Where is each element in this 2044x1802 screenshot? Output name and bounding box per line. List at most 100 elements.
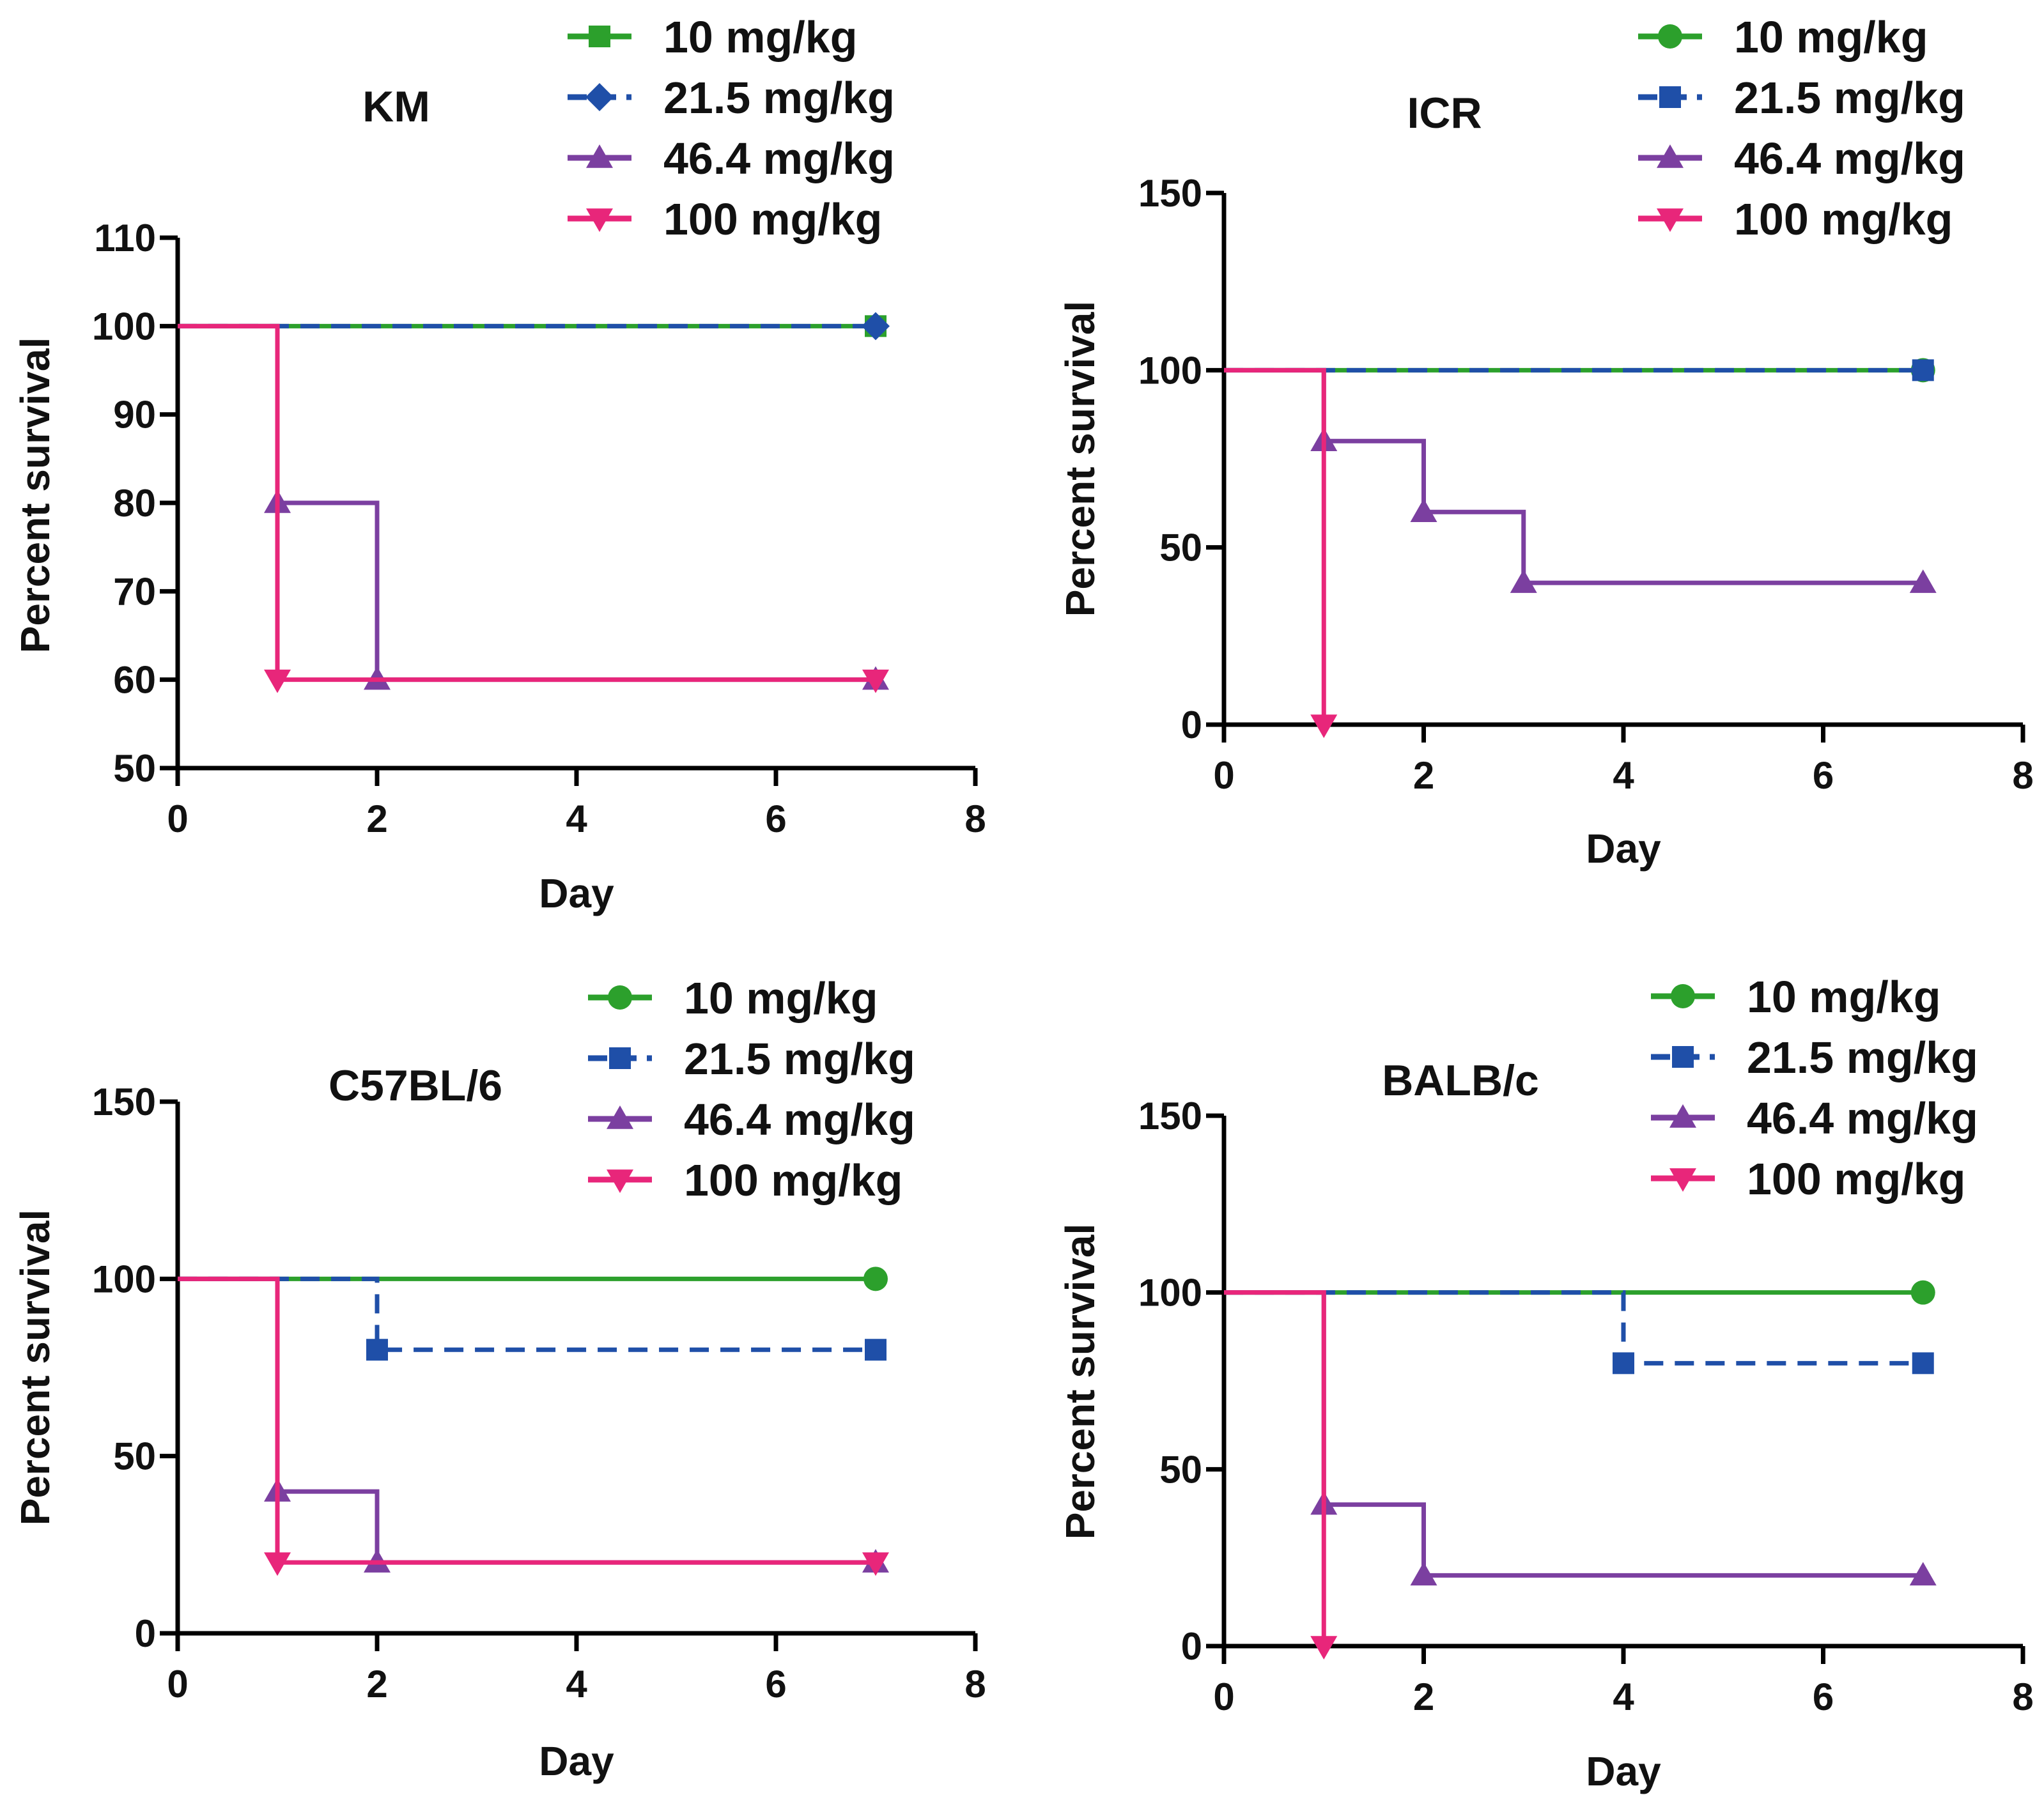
data-point-100-mg-kg bbox=[1310, 1636, 1338, 1660]
legend-marker-10-mg-kg bbox=[608, 985, 632, 1010]
legend: 10 mg/kg 21.5 mg/kg 46.4 mg/kg 100 mg/kg bbox=[588, 973, 915, 1205]
data-point-21-5-mg-kg bbox=[366, 1339, 388, 1361]
legend-label-10-mg-kg: 10 mg/kg bbox=[663, 12, 857, 62]
chart-title: KM bbox=[362, 82, 430, 131]
x-tick-label: 2 bbox=[1413, 754, 1434, 797]
data-point-100-mg-kg bbox=[862, 669, 889, 693]
x-tick-label: 2 bbox=[366, 797, 387, 840]
data-point-100-mg-kg bbox=[264, 1552, 291, 1576]
legend: 10 mg/kg 21.5 mg/kg 46.4 mg/kg 100 mg/kg bbox=[1651, 972, 1978, 1204]
legend-label-100-mg-kg: 100 mg/kg bbox=[684, 1155, 902, 1205]
y-axis-label: Percent survival bbox=[12, 1210, 58, 1526]
x-tick-label: 0 bbox=[167, 797, 188, 840]
data-point-46-4-mg-kg bbox=[1510, 569, 1537, 593]
y-tick-label: 150 bbox=[1138, 172, 1202, 215]
y-tick-label: 150 bbox=[92, 1081, 156, 1123]
series-line-46-4-mg-kg bbox=[1224, 367, 1923, 585]
chart-panel-km: 50 60 70 80 90 100 110 0 2 4 6 8 Day Percent survival… bbox=[12, 12, 986, 916]
legend-label-100-mg-kg: 100 mg/kg bbox=[1747, 1154, 1965, 1204]
legend: 10 mg/kg 21.5 mg/kg 46.4 mg/kg 100 mg/kg bbox=[568, 12, 895, 244]
x-tick-label: 4 bbox=[566, 797, 587, 840]
y-tick-label: 0 bbox=[1181, 704, 1202, 746]
data-point-10-mg-kg bbox=[863, 1267, 888, 1291]
x-axis-label: Day bbox=[1586, 1748, 1661, 1794]
y-tick-label: 100 bbox=[92, 305, 156, 348]
y-tick-label: 70 bbox=[113, 570, 156, 613]
x-tick-label: 6 bbox=[765, 1663, 786, 1706]
series-line-46-4-mg-kg bbox=[1224, 1290, 1923, 1578]
x-tick-label: 0 bbox=[1213, 754, 1234, 797]
x-tick-label: 4 bbox=[1613, 1675, 1634, 1718]
x-tick-label: 4 bbox=[1613, 754, 1634, 797]
x-tick-label: 2 bbox=[1413, 1675, 1434, 1718]
legend-label-46-4-mg-kg: 46.4 mg/kg bbox=[1734, 134, 1965, 183]
chart-panel-balb-c: 0 50 100 150 0 2 4 6 8 Day Percent survival BALB/c 1… bbox=[1057, 972, 2034, 1794]
chart-title: BALB/c bbox=[1382, 1056, 1539, 1105]
legend-marker-100-mg-kg bbox=[1657, 208, 1684, 232]
x-tick-label: 8 bbox=[964, 797, 986, 840]
data-point-21-5-mg-kg bbox=[1912, 1352, 1934, 1375]
series-line-21-5-mg-kg bbox=[178, 1276, 876, 1352]
legend-marker-21-5-mg-kg bbox=[585, 83, 614, 111]
data-point-100-mg-kg bbox=[862, 1552, 889, 1576]
legend-marker-10-mg-kg bbox=[589, 26, 610, 47]
y-tick-label: 50 bbox=[1159, 1448, 1202, 1491]
x-axis-label: Day bbox=[539, 870, 614, 916]
data-point-21-5-mg-kg bbox=[1912, 359, 1934, 381]
chart-title: C57BL/6 bbox=[329, 1061, 502, 1110]
data-point-10-mg-kg bbox=[1910, 1280, 1935, 1305]
data-point-21-5-mg-kg bbox=[1613, 1352, 1634, 1375]
y-tick-label: 90 bbox=[113, 394, 156, 436]
x-tick-label: 8 bbox=[2012, 1675, 2033, 1718]
y-tick-label: 50 bbox=[113, 1435, 156, 1478]
legend-label-21-5-mg-kg: 21.5 mg/kg bbox=[663, 73, 895, 123]
series-line-100-mg-kg bbox=[1224, 367, 1326, 725]
series-line-100-mg-kg bbox=[178, 323, 876, 682]
legend-label-46-4-mg-kg: 46.4 mg/kg bbox=[684, 1095, 915, 1144]
x-tick-label: 4 bbox=[566, 1663, 587, 1706]
x-tick-label: 6 bbox=[1813, 754, 1834, 797]
legend-marker-100-mg-kg bbox=[586, 208, 613, 232]
legend-label-10-mg-kg: 10 mg/kg bbox=[1734, 12, 1928, 62]
legend-marker-21-5-mg-kg bbox=[1659, 86, 1681, 108]
data-point-46-4-mg-kg bbox=[1909, 1562, 1937, 1586]
chart-panel-icr: 0 50 100 150 0 2 4 6 8 Day Percent survival ICR 10 m… bbox=[1057, 12, 2034, 872]
y-tick-label: 100 bbox=[1138, 1272, 1202, 1314]
x-tick-label: 6 bbox=[765, 797, 786, 840]
legend-marker-100-mg-kg bbox=[1669, 1168, 1696, 1192]
legend-marker-10-mg-kg bbox=[1671, 984, 1695, 1008]
x-tick-label: 0 bbox=[167, 1663, 188, 1706]
series-line-100-mg-kg bbox=[178, 1276, 876, 1565]
legend-label-46-4-mg-kg: 46.4 mg/kg bbox=[663, 134, 895, 183]
legend-label-10-mg-kg: 10 mg/kg bbox=[1747, 972, 1940, 1022]
legend: 10 mg/kg 21.5 mg/kg 46.4 mg/kg 100 mg/kg bbox=[1638, 12, 1965, 244]
y-tick-label: 110 bbox=[94, 217, 156, 259]
legend-marker-10-mg-kg bbox=[1658, 24, 1682, 49]
y-tick-label: 50 bbox=[113, 747, 156, 790]
y-tick-label: 0 bbox=[135, 1612, 156, 1655]
x-tick-label: 6 bbox=[1813, 1675, 1834, 1718]
y-tick-label: 100 bbox=[92, 1258, 156, 1300]
x-tick-label: 8 bbox=[2012, 754, 2033, 797]
legend-marker-46-4-mg-kg bbox=[1669, 1104, 1696, 1128]
data-point-46-4-mg-kg bbox=[1909, 569, 1937, 593]
x-tick-label: 2 bbox=[366, 1663, 387, 1706]
legend-marker-46-4-mg-kg bbox=[607, 1105, 633, 1129]
chart-panel-c57bl-6: 0 50 100 150 0 2 4 6 8 Day Percent survival C57BL/6… bbox=[12, 973, 986, 1784]
y-axis-label: Percent survival bbox=[12, 337, 58, 654]
series-line-46-4-mg-kg bbox=[178, 1276, 876, 1565]
data-point-21-5-mg-kg bbox=[862, 312, 890, 341]
legend-label-10-mg-kg: 10 mg/kg bbox=[684, 973, 878, 1023]
data-point-46-4-mg-kg bbox=[1410, 1562, 1437, 1586]
data-point-46-4-mg-kg bbox=[1410, 498, 1437, 522]
chart-title: ICR bbox=[1407, 89, 1482, 137]
y-tick-label: 0 bbox=[1181, 1625, 1202, 1668]
x-tick-label: 0 bbox=[1213, 1675, 1234, 1718]
y-axis-label: Percent survival bbox=[1057, 301, 1103, 617]
legend-marker-46-4-mg-kg bbox=[586, 144, 613, 168]
legend-label-46-4-mg-kg: 46.4 mg/kg bbox=[1747, 1093, 1978, 1143]
legend-marker-21-5-mg-kg bbox=[1672, 1046, 1694, 1068]
x-axis-label: Day bbox=[539, 1738, 614, 1784]
y-axis-label: Percent survival bbox=[1057, 1224, 1103, 1540]
